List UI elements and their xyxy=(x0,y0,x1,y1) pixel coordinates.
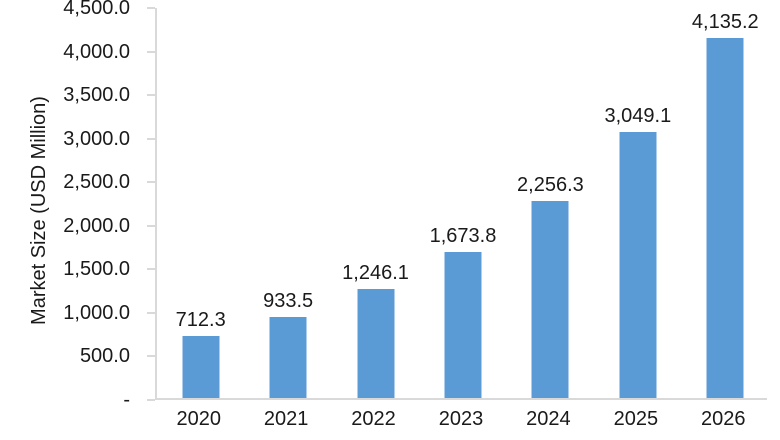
y-tick-label: 4,000.0 xyxy=(63,40,130,63)
y-tick-mark xyxy=(147,181,155,184)
y-tick-label: 2,500.0 xyxy=(63,171,130,194)
bar-value-label: 933.5 xyxy=(263,289,314,312)
plot-area: 712.3 933.5 1,246.1 1,673.8 2,256.3 3,049.1 4,… xyxy=(155,8,767,400)
y-tick-label: 4,500.0 xyxy=(63,0,130,19)
bar-value-label: 1,673.8 xyxy=(429,225,497,248)
bar-column-2024: 2,256.3 xyxy=(507,8,594,398)
x-tick-label-2026: 2026 xyxy=(701,408,746,430)
y-tick-mark xyxy=(147,224,155,227)
bar-value-label: 3,049.1 xyxy=(604,105,672,128)
bar-value-label: 4,135.2 xyxy=(691,10,759,33)
y-tick-label: 1,000.0 xyxy=(63,301,130,324)
y-tick-mark xyxy=(147,137,155,140)
bar-2026 xyxy=(706,37,744,398)
bar-2025 xyxy=(619,132,657,398)
bar-2024 xyxy=(531,201,569,398)
bar-column-2021: 933.5 xyxy=(244,8,331,398)
y-tick-label: 2,000.0 xyxy=(63,214,130,237)
bar-column-2023: 1,673.8 xyxy=(419,8,506,398)
bar-column-2026: 4,135.2 xyxy=(682,8,769,398)
bar-value-label: 2,256.3 xyxy=(517,174,584,197)
x-tick-label-2023: 2023 xyxy=(438,408,484,430)
y-tick-mark xyxy=(147,7,155,9)
y-tick-mark xyxy=(147,311,155,314)
y-tick-label: 1,500.0 xyxy=(63,258,130,281)
bar-2021 xyxy=(269,316,307,398)
bar-2023 xyxy=(444,252,482,398)
bar-column-2020: 712.3 xyxy=(157,8,244,398)
bar-column-2022: 1,246.1 xyxy=(332,8,419,398)
y-tick-label: 3,500.0 xyxy=(63,84,130,107)
bar-2022 xyxy=(357,289,395,398)
y-tick-mark xyxy=(147,50,155,53)
y-tick-label: 500.0 xyxy=(79,345,130,368)
bar-value-label: 712.3 xyxy=(175,308,226,331)
x-tick-label-2025: 2025 xyxy=(613,408,659,430)
y-tick-mark xyxy=(147,268,155,271)
y-tick-label: 3,000.0 xyxy=(63,127,130,150)
x-tick-label-2021: 2021 xyxy=(263,408,309,430)
y-tick-mark xyxy=(147,399,155,401)
y-tick-mark xyxy=(147,94,155,97)
bar-2020 xyxy=(182,335,220,398)
x-tick-label-2022: 2022 xyxy=(351,408,396,430)
y-tick-mark xyxy=(147,355,155,358)
y-tick-label: - xyxy=(123,389,130,411)
bar-value-label: 1,246.1 xyxy=(342,262,409,285)
x-tick-label-2024: 2024 xyxy=(526,408,571,430)
x-tick-label-2020: 2020 xyxy=(176,408,221,430)
bar-column-2025: 3,049.1 xyxy=(594,8,681,398)
